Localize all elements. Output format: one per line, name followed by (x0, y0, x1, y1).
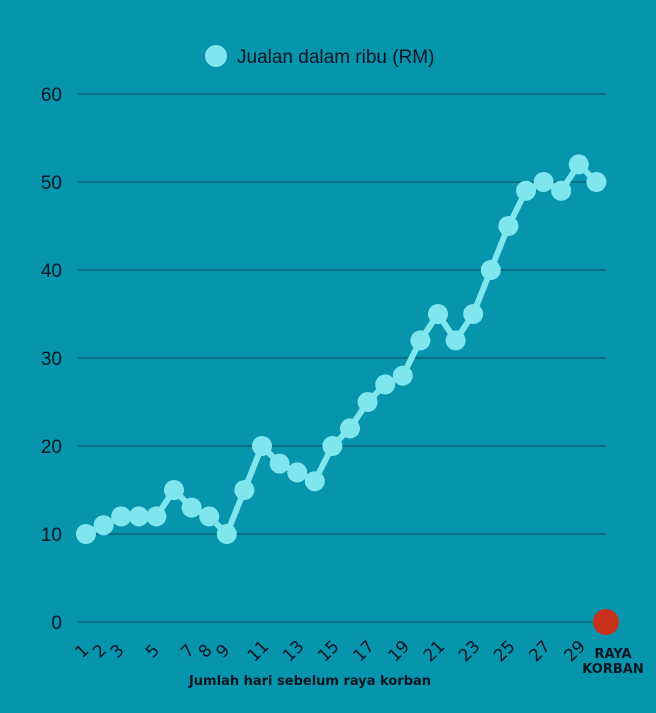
data-point (498, 216, 519, 236)
y-tick-label: 40 (41, 261, 62, 282)
data-point (445, 330, 466, 351)
x-tick-label: 15 (314, 637, 343, 666)
data-point (533, 172, 554, 192)
data-point (322, 436, 343, 456)
data-point (357, 392, 378, 412)
data-point (287, 462, 308, 483)
data-point (568, 154, 589, 175)
data-point (216, 524, 237, 544)
data-point (392, 365, 413, 386)
data-point (375, 374, 396, 395)
y-tick-label: 60 (41, 85, 62, 106)
event-label-line2: KORBAN (582, 662, 643, 677)
x-tick-label: 8 (195, 641, 217, 663)
data-point (340, 418, 360, 439)
event-label-line1: RAYA (594, 647, 631, 662)
data-point (428, 304, 448, 324)
x-tick-label: 27 (525, 637, 554, 666)
data-point (93, 515, 114, 536)
series-layer (76, 154, 607, 544)
data-point (181, 497, 202, 518)
y-tick-label: 10 (41, 525, 62, 546)
data-point (164, 480, 184, 500)
y-tick-label: 50 (41, 173, 62, 194)
y-axis-ticks: 0 10 20 30 40 50 60 (41, 85, 62, 634)
x-tick-label: 11 (244, 637, 273, 666)
x-tick-label: 9 (212, 641, 234, 663)
x-tick-label: 7 (177, 641, 199, 663)
x-tick-label: 21 (420, 637, 449, 666)
event-marker-group: RAYA KORBAN (582, 609, 644, 677)
x-axis-label: Jumlah hari sebelum raya korban (188, 674, 431, 689)
x-tick-label: 1 (72, 641, 94, 663)
x-tick-label: 17 (349, 637, 378, 666)
y-tick-label: 30 (41, 349, 62, 370)
data-point (304, 471, 325, 492)
data-point (586, 172, 607, 192)
x-tick-label: 25 (490, 637, 519, 666)
x-tick-label: 5 (142, 641, 164, 663)
data-point (410, 330, 431, 351)
x-tick-label: 3 (107, 641, 129, 663)
grid-lines (78, 93, 606, 623)
event-marker (593, 609, 619, 635)
y-tick-label: 0 (51, 613, 62, 634)
data-point (111, 506, 132, 527)
series-line (83, 161, 600, 537)
x-axis-ticks: 123 5 789 11 13 15 17 19 21 23 25 27 29 (72, 637, 590, 666)
data-point (269, 453, 290, 474)
legend-label: Jualan dalam ribu (RM) (237, 47, 434, 68)
data-point (480, 260, 501, 280)
data-point (234, 480, 255, 500)
x-tick-label: 23 (455, 637, 484, 666)
x-tick-label: 2 (89, 641, 111, 663)
x-tick-label: 13 (279, 637, 308, 666)
y-tick-label: 20 (41, 437, 62, 458)
legend: Jualan dalam ribu (RM) (205, 45, 434, 68)
data-point (463, 304, 484, 324)
data-point (516, 180, 536, 201)
legend-marker (205, 45, 227, 67)
data-point (76, 524, 96, 544)
data-point (146, 506, 167, 527)
data-point (252, 436, 272, 456)
data-point (128, 506, 149, 527)
x-tick-label: 19 (385, 637, 414, 666)
data-point (551, 180, 572, 201)
data-point (199, 506, 220, 527)
